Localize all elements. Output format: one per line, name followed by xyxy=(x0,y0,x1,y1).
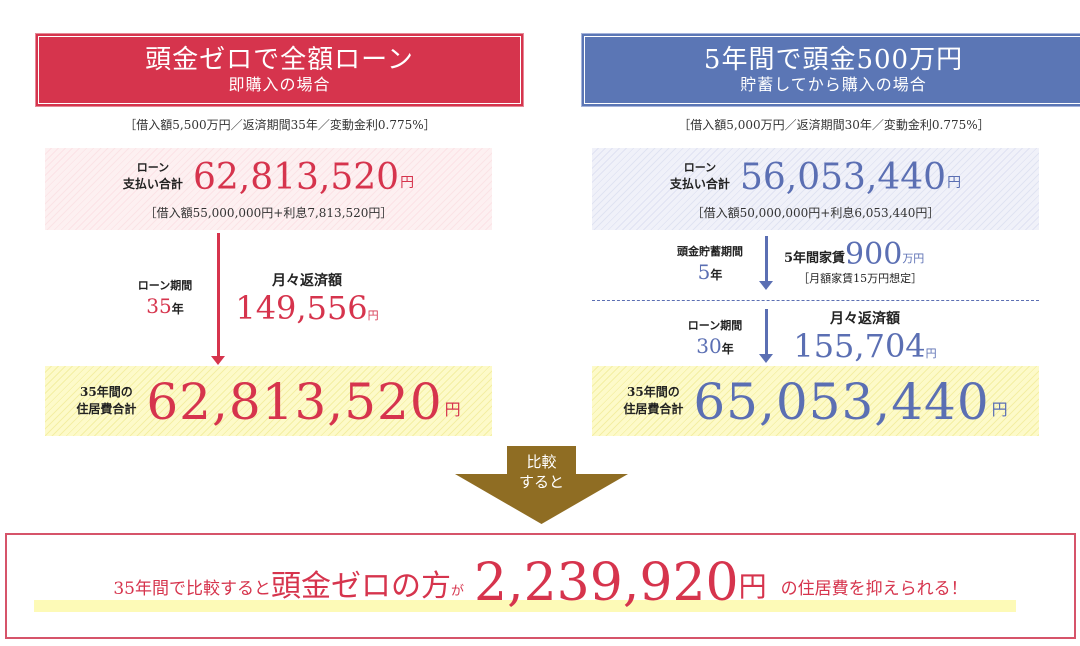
loan-period-value: 30 xyxy=(696,334,722,358)
result-text-1: 35年間で比較すると xyxy=(113,579,271,599)
rent-amount: 900 xyxy=(845,237,903,272)
loan-conditions: ［借入額5,000万円／返済期間30年／変動金利0.775%］ xyxy=(678,118,990,132)
monthly-payment: 月々返済額 155,704円 xyxy=(793,311,937,365)
loan-conditions: ［借入額5,500万円／返済期間35年／変動金利0.775%］ xyxy=(124,118,436,132)
monthly-payment-amount: 155,704 xyxy=(793,327,926,365)
grand-total-amount: 62,813,520 xyxy=(146,373,443,431)
loan-period: ローン期間 30年 xyxy=(687,319,743,358)
grand-total-panel: 35年間の 住居費合計 62,813,520 円 xyxy=(45,366,492,436)
saving-period: 頭金貯蓄期間 5年 xyxy=(677,245,743,284)
savings-amount: 2,239,920 xyxy=(473,553,739,613)
scenario-zero-down: 頭金ゼロで全額ローン 即購入の場合 ［借入額5,500万円／返済期間35年／変動… xyxy=(0,0,524,446)
loan-total-panel: ローン 支払い合計 62,813,520 円 ［借入額55,000,000円+利… xyxy=(45,148,492,230)
title-banner-save-first: 5年間で頭金500万円 貯蓄してから購入の場合 xyxy=(581,33,1080,107)
loan-period: ローン期間 35年 xyxy=(137,279,193,318)
saving-period-value: 5 xyxy=(697,260,711,284)
loan-total-amount: 62,813,520 xyxy=(192,157,400,198)
title-banner-zero-down: 頭金ゼロで全額ローン 即購入の場合 xyxy=(35,33,524,107)
compare-label-1: 比較 xyxy=(526,453,557,471)
loan-total-breakdown: ［借入額55,000,000円+利息7,813,520円］ xyxy=(144,206,393,220)
loan-total-label-1: ローン xyxy=(136,161,170,174)
result-summary: 35年間で比較すると 頭金ゼロの方 が 2,239,920 円 の住居費を抑えら… xyxy=(5,533,1076,639)
rent-note: ［月額家賃15万円想定］ xyxy=(798,272,923,285)
title-sub: 貯蓄してから購入の場合 xyxy=(740,75,927,94)
grand-total-amount: 65,053,440 xyxy=(693,373,990,431)
loan-period-value: 35 xyxy=(146,294,172,318)
loan-total-amount: 56,053,440 xyxy=(739,157,947,198)
arrow-down-icon xyxy=(759,236,773,290)
loan-total-breakdown: ［借入額50,000,000円+利息6,053,440円］ xyxy=(691,206,940,220)
title-main: 頭金ゼロで全額ローン xyxy=(145,45,414,75)
yen-unit: 円 xyxy=(400,175,415,191)
rent-cost: 5年間家賃 900 万円 ［月額家賃15万円想定］ xyxy=(784,237,925,286)
monthly-payment: 月々返済額 149,556円 xyxy=(235,273,379,327)
loan-total-label-2: 支払い合計 xyxy=(122,177,183,191)
arrow-down-icon xyxy=(759,309,773,363)
title-main: 5年間で頭金500万円 xyxy=(703,45,964,75)
savings-unit: 円 xyxy=(738,570,767,603)
grand-total-panel: 35年間の 住居費合計 65,053,440 円 xyxy=(592,366,1039,436)
loan-total-panel: ローン 支払い合計 56,053,440 円 ［借入額50,000,000円+利… xyxy=(592,148,1039,230)
title-sub: 即購入の場合 xyxy=(228,75,331,94)
result-text-2: 頭金ゼロの方 xyxy=(270,569,451,604)
result-text-4: の住居費を抑えられる！ xyxy=(780,579,968,599)
result-text-3: が xyxy=(450,584,464,599)
compare-arrow-icon: 比較 すると xyxy=(455,446,628,524)
arrow-down-icon xyxy=(211,233,225,365)
monthly-payment-amount: 149,556 xyxy=(235,289,368,327)
scenario-save-first: 5年間で頭金500万円 貯蓄してから購入の場合 ［借入額5,000万円／返済期間… xyxy=(540,0,1080,446)
highlight-band xyxy=(34,600,1016,612)
compare-label-2: すると xyxy=(518,473,564,491)
divider xyxy=(592,300,1039,301)
